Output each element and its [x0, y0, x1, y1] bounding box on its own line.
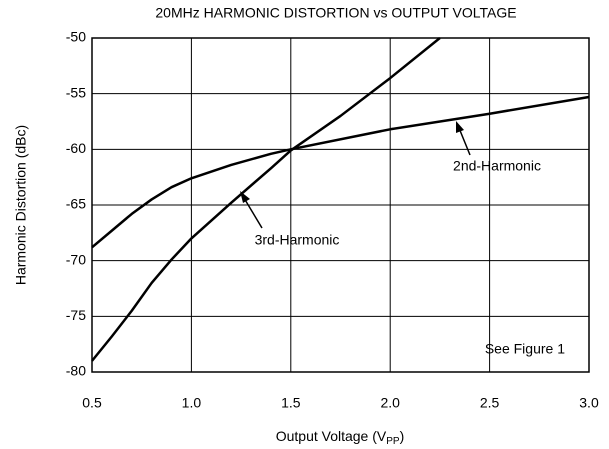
x-axis-label-text: Output Voltage (V — [276, 428, 387, 444]
arrow-line — [243, 197, 263, 229]
x-axis-label-sub: PP — [386, 436, 400, 447]
x-tick-label: 2.0 — [380, 395, 400, 411]
series-line — [91, 95, 590, 249]
x-axis-label-end: ) — [400, 428, 405, 444]
annotation: See Figure 1 — [485, 341, 565, 357]
x-tick-label: 1.5 — [281, 395, 301, 411]
x-tick-label: 2.5 — [480, 395, 500, 411]
y-tick-label: -55 — [66, 84, 86, 100]
y-tick-label: -70 — [66, 251, 86, 267]
y-axis-label: Harmonic Distortion (dBc) — [13, 125, 29, 285]
arrow-line — [458, 127, 471, 156]
arrow-head — [456, 121, 464, 133]
y-tick-label: -75 — [66, 307, 86, 323]
plot-frame — [91, 37, 590, 373]
x-axis-label: Output Voltage (VPP) — [276, 428, 405, 447]
y-tick-label: -60 — [66, 140, 86, 156]
chart-title: 20MHz HARMONIC DISTORTION vs OUTPUT VOLT… — [155, 5, 516, 21]
y-tick-label: -65 — [66, 196, 86, 212]
series-line — [91, 37, 441, 362]
series-label: 2nd-Harmonic — [453, 158, 541, 174]
y-tick-label: -80 — [66, 363, 86, 379]
y-tick-label: -50 — [66, 29, 86, 45]
arrows — [240, 121, 471, 229]
series-label: 3rd-Harmonic — [255, 232, 340, 248]
x-tick-label: 1.0 — [182, 395, 202, 411]
x-tick-label: 3.0 — [579, 395, 599, 411]
x-tick-label: 0.5 — [82, 395, 102, 411]
